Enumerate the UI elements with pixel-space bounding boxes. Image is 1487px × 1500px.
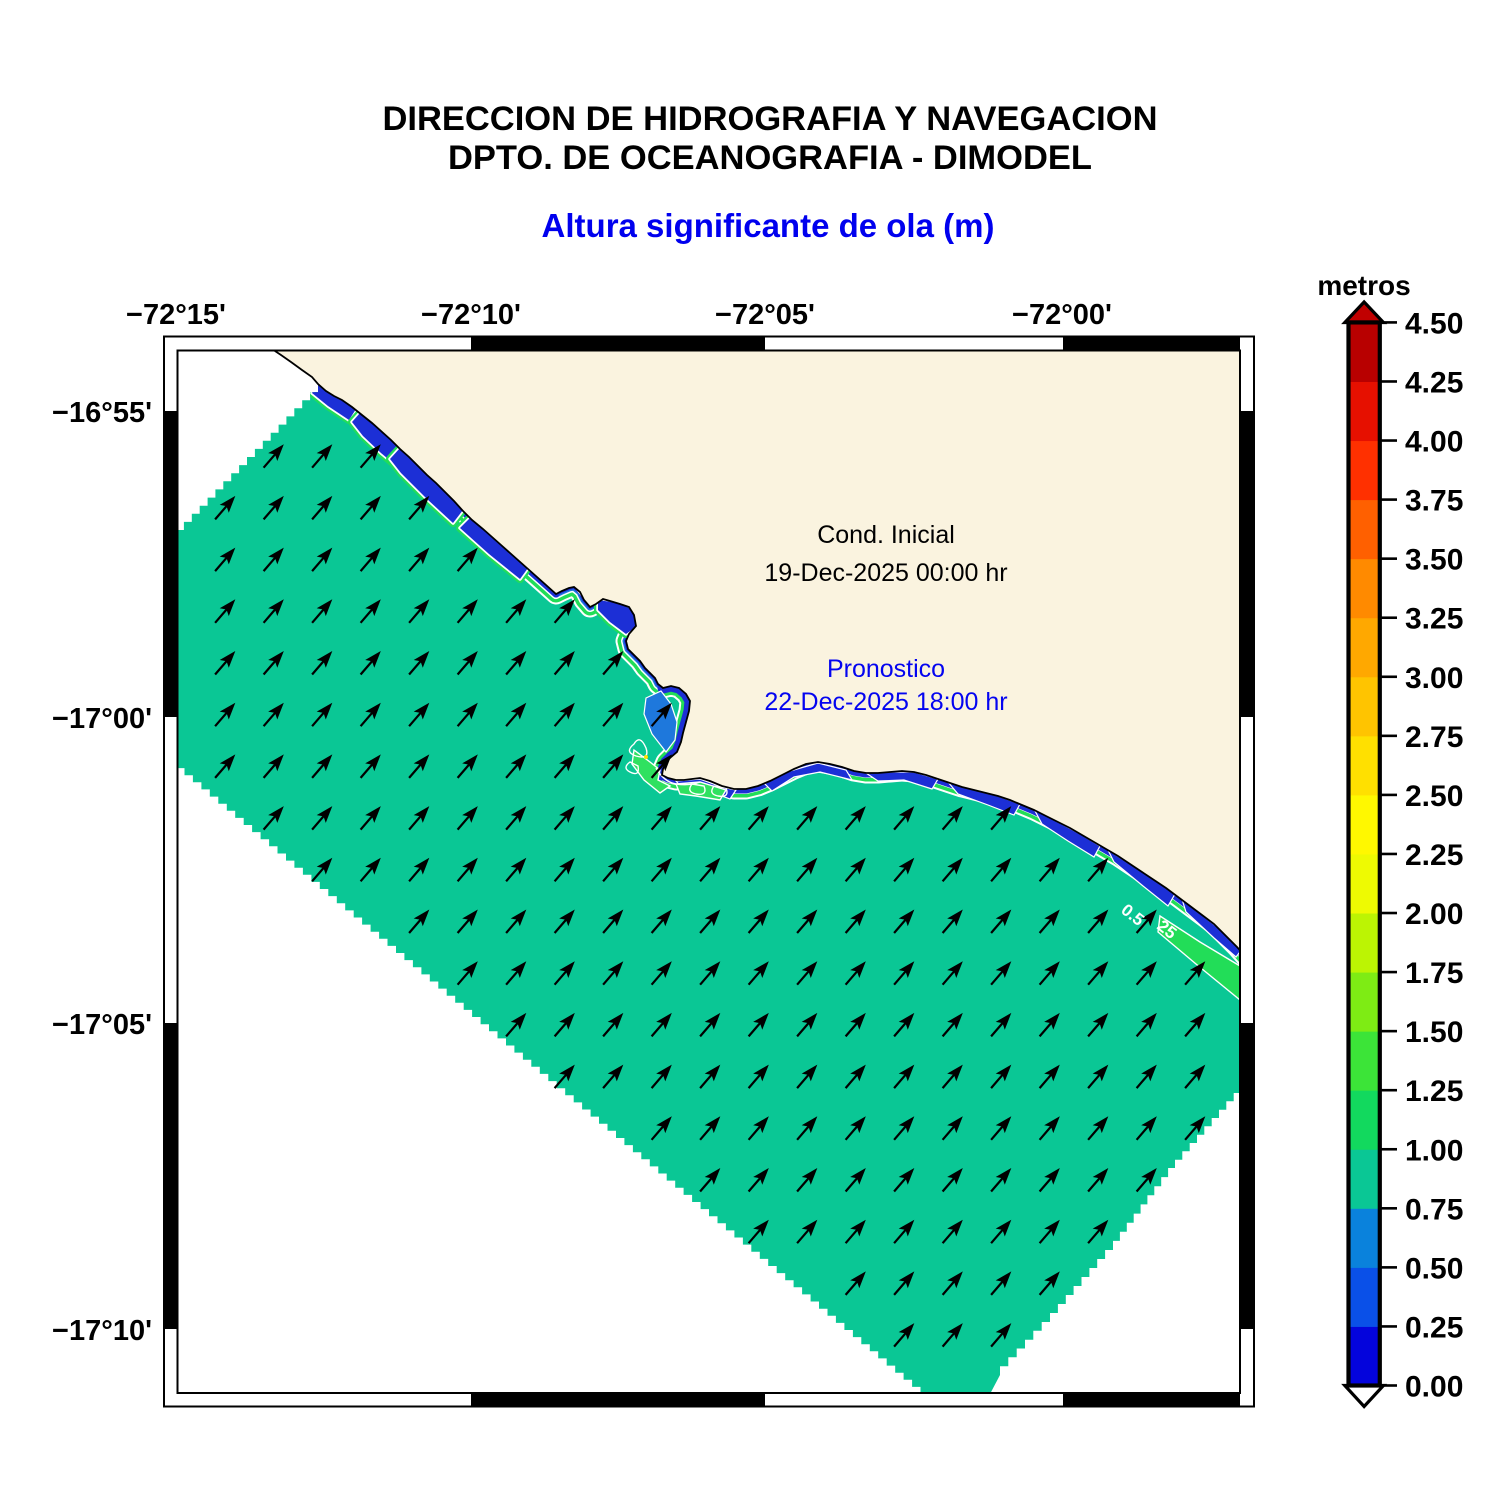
- svg-text:−17°05': −17°05': [52, 1009, 152, 1041]
- svg-text:19-Dec-2025 00:00 hr: 19-Dec-2025 00:00 hr: [764, 559, 1007, 587]
- svg-text:2.50: 2.50: [1405, 780, 1463, 813]
- svg-text:0.25: 0.25: [1405, 1311, 1463, 1344]
- svg-text:1.50: 1.50: [1405, 1016, 1463, 1049]
- svg-text:3.25: 3.25: [1405, 603, 1463, 636]
- svg-text:1.25: 1.25: [1405, 1075, 1463, 1108]
- svg-text:−72°15': −72°15': [126, 299, 226, 331]
- svg-text:0.75: 0.75: [1405, 1193, 1463, 1226]
- svg-text:Pronostico: Pronostico: [827, 655, 945, 683]
- svg-text:22-Dec-2025 18:00 hr: 22-Dec-2025 18:00 hr: [764, 688, 1007, 716]
- svg-text:Cond. Inicial: Cond. Inicial: [817, 521, 955, 549]
- svg-text:−17°00': −17°00': [52, 703, 152, 735]
- svg-text:2.25: 2.25: [1405, 839, 1463, 872]
- svg-text:4.50: 4.50: [1405, 307, 1463, 340]
- svg-text:DPTO. DE OCEANOGRAFIA - DIMODE: DPTO. DE OCEANOGRAFIA - DIMODEL: [448, 139, 1092, 177]
- svg-text:2.75: 2.75: [1405, 721, 1463, 754]
- svg-text:−16°55': −16°55': [52, 397, 152, 429]
- svg-text:DIRECCION DE HIDROGRAFIA Y NAV: DIRECCION DE HIDROGRAFIA Y NAVEGACION: [382, 100, 1157, 138]
- svg-text:0.50: 0.50: [1405, 1252, 1463, 1285]
- svg-text:−72°00': −72°00': [1012, 299, 1112, 331]
- svg-text:0.00: 0.00: [1405, 1371, 1463, 1404]
- svg-text:4.00: 4.00: [1405, 426, 1463, 459]
- svg-text:2.00: 2.00: [1405, 898, 1463, 931]
- svg-text:−72°05': −72°05': [715, 299, 815, 331]
- svg-text:1.00: 1.00: [1405, 1134, 1463, 1167]
- svg-text:3.00: 3.00: [1405, 662, 1463, 695]
- svg-text:Altura significante de ola (m): Altura significante de ola (m): [542, 207, 995, 244]
- svg-text:1.75: 1.75: [1405, 957, 1463, 990]
- svg-text:3.75: 3.75: [1405, 485, 1463, 518]
- svg-text:−72°10': −72°10': [421, 299, 521, 331]
- svg-text:metros: metros: [1317, 270, 1410, 301]
- svg-text:3.50: 3.50: [1405, 544, 1463, 577]
- svg-text:4.25: 4.25: [1405, 366, 1463, 399]
- svg-text:−17°10': −17°10': [52, 1315, 152, 1347]
